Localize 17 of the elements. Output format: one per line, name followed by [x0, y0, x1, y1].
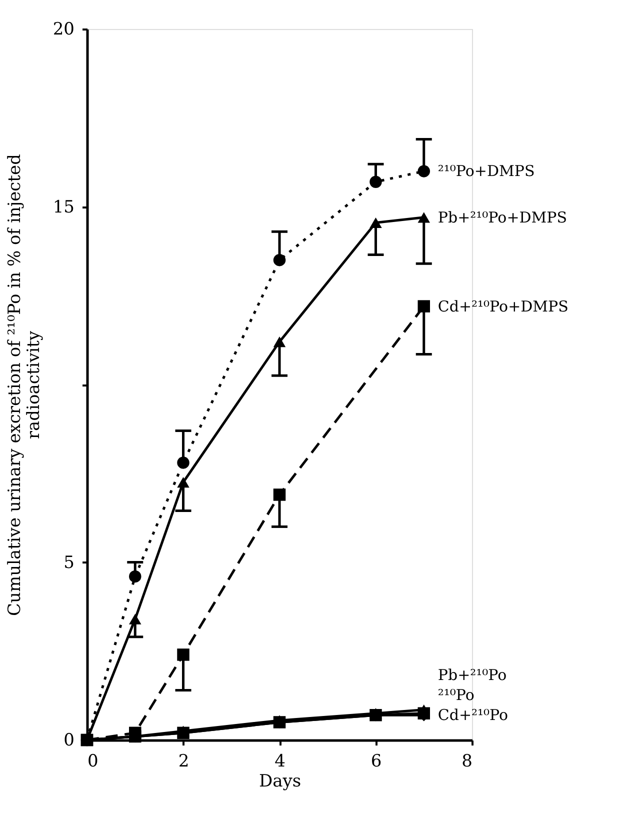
y-axis-title: Cumulative urinary excretion of ²¹⁰Po in % of injected radioactivity: [4, 154, 44, 616]
y-tick-label: 0: [64, 730, 74, 750]
series-label: ²¹⁰Po+DMPS: [438, 162, 535, 180]
x-tick-label: 2: [178, 752, 190, 772]
y-tick-label: 5: [64, 552, 74, 573]
y-tick-label: 20: [52, 20, 74, 40]
series-label: Pb+²¹⁰Po+DMPS: [438, 208, 568, 226]
x-tick-label: 0: [88, 752, 98, 772]
x-axis-title: Days: [258, 772, 302, 792]
series-label: Pb+²¹⁰Po: [438, 666, 507, 684]
y-tick-label: 15: [52, 197, 74, 218]
x-tick-label: 6: [370, 752, 382, 772]
x-tick-label: 8: [462, 752, 472, 772]
series-label: Cd+²¹⁰Po: [438, 706, 508, 724]
series-label: Cd+²¹⁰Po+DMPS: [438, 297, 568, 316]
series-label: ²¹⁰Po: [438, 686, 474, 704]
x-tick-label: 4: [274, 752, 286, 772]
